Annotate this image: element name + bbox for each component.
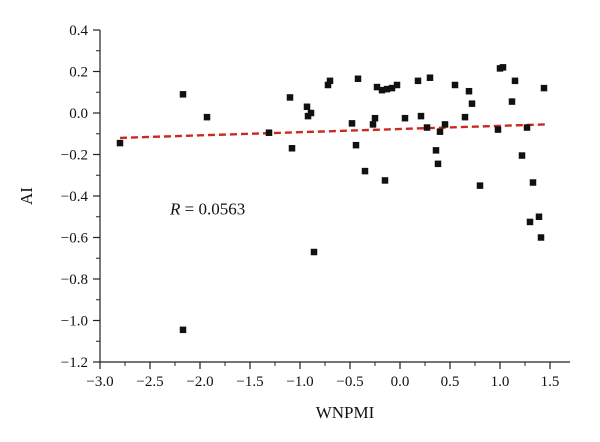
scatter-point xyxy=(378,86,386,94)
scatter-point xyxy=(383,85,391,93)
scatter-point xyxy=(518,152,526,159)
scatter-point xyxy=(393,81,401,89)
scatter-point xyxy=(434,160,442,168)
y-tick-label: −0.8 xyxy=(61,272,88,288)
x-tick-label: −2.5 xyxy=(136,374,163,390)
x-tick-label: −1.0 xyxy=(286,374,313,390)
scatter-point xyxy=(371,114,379,122)
y-tick-label: 0.2 xyxy=(69,65,88,81)
y-axis-ticks: 0.4 0.2 0.0 −0.2 −0.4 −0.6 −0.8 −1.0 −1.2 xyxy=(61,23,100,371)
correlation-annotation: R = 0.0563 xyxy=(169,200,245,219)
scatter-point xyxy=(179,326,187,334)
fit-line xyxy=(119,123,546,140)
scatter-point xyxy=(432,147,440,154)
scatter-point xyxy=(388,84,396,92)
y-minor-ticks xyxy=(96,50,100,342)
x-tick-label: −3.0 xyxy=(86,374,113,390)
scatter-point xyxy=(441,121,449,128)
scatter-point xyxy=(535,213,543,220)
y-tick-label: −0.4 xyxy=(61,189,89,205)
x-tick-label: −1.5 xyxy=(236,374,263,390)
x-tick-label: −2.0 xyxy=(186,374,213,390)
y-axis-label: AI xyxy=(17,187,36,205)
scatter-point xyxy=(417,112,425,120)
y-tick-label: 0.0 xyxy=(69,106,88,122)
scatter-point xyxy=(494,126,502,133)
y-tick-label: −1.2 xyxy=(61,355,88,371)
y-tick-label: −0.2 xyxy=(61,148,88,164)
scatter-point xyxy=(265,129,273,136)
scatter-point xyxy=(508,98,516,105)
scatter-point xyxy=(468,100,476,107)
scatter-point xyxy=(436,128,444,135)
x-tick-label: 0.0 xyxy=(391,374,410,390)
scatter-point xyxy=(537,234,545,241)
scatter-point xyxy=(326,77,334,85)
scatter-point xyxy=(369,121,377,128)
scatter-point xyxy=(307,109,315,117)
scatter-points xyxy=(116,64,548,334)
scatter-point xyxy=(179,91,187,98)
x-tick-label: 1.5 xyxy=(541,374,560,390)
scatter-point xyxy=(451,81,459,89)
x-minor-ticks xyxy=(124,362,526,366)
scatter-point xyxy=(529,179,537,186)
scatter-point xyxy=(373,83,381,91)
scatter-point xyxy=(476,182,484,189)
x-tick-label: 1.0 xyxy=(491,374,510,390)
fit-line-group xyxy=(119,123,546,140)
scatter-point xyxy=(426,74,434,81)
scatter-point xyxy=(361,167,369,175)
scatter-point xyxy=(461,113,469,121)
scatter-point xyxy=(540,84,548,92)
scatter-point xyxy=(381,177,389,184)
x-axis-ticks: −3.0 −2.5 −2.0 −1.5 −1.0 −0.5 0.0 0.5 1.0 1.5 xyxy=(86,362,559,390)
scatter-point xyxy=(523,124,531,131)
scatter-point xyxy=(499,64,507,71)
y-tick-label: −1.0 xyxy=(61,314,88,330)
scatter-point xyxy=(465,87,473,95)
scatter-point xyxy=(288,145,296,152)
scatter-point xyxy=(354,75,362,83)
scatter-point xyxy=(303,103,311,111)
y-tick-label: −0.6 xyxy=(61,231,89,247)
scatter-point xyxy=(116,139,124,147)
y-tick-label: 0.4 xyxy=(69,23,88,39)
scatter-point xyxy=(352,141,360,149)
scatter-point xyxy=(526,218,534,226)
scatter-point xyxy=(348,120,356,127)
x-axis-label: WNPMI xyxy=(316,403,375,422)
x-tick-label: −0.5 xyxy=(336,374,363,390)
scatter-point xyxy=(414,77,422,85)
scatter-point xyxy=(511,77,519,85)
scatter-point xyxy=(203,113,211,121)
scatter-point xyxy=(310,248,318,256)
scatter-point xyxy=(324,81,332,89)
scatter-point xyxy=(423,124,431,131)
scatter-point xyxy=(286,94,294,101)
scatter-point xyxy=(401,114,409,122)
x-tick-label: 0.5 xyxy=(441,374,460,390)
